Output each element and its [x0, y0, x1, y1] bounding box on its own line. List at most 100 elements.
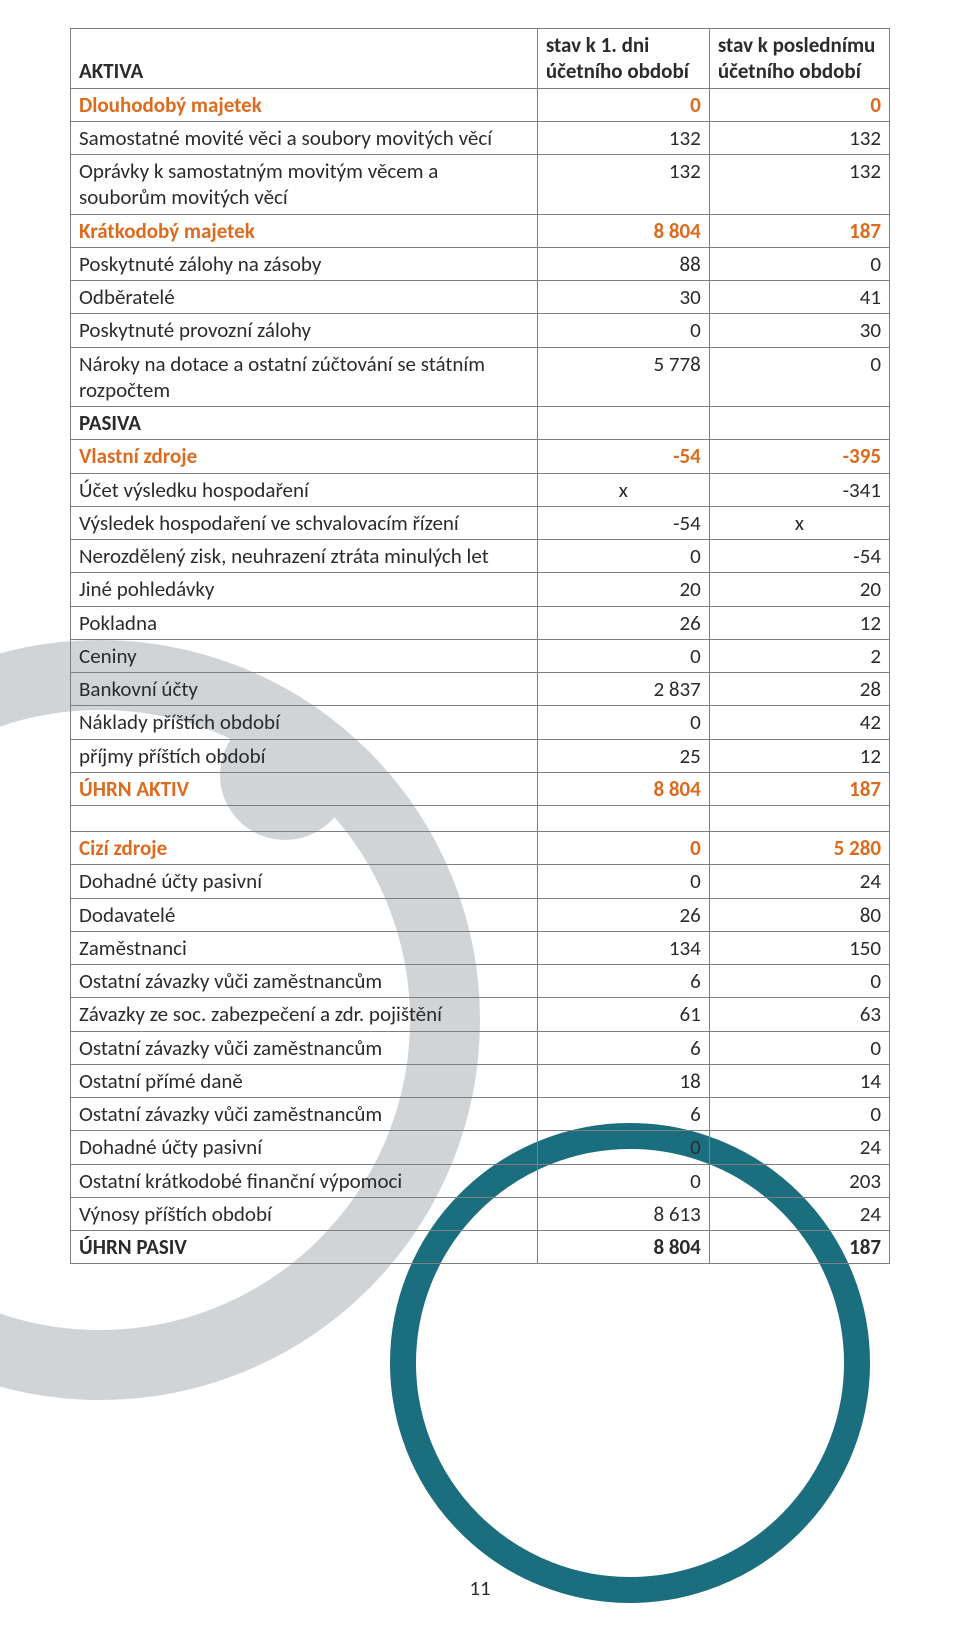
row-label: Bankovní účty	[71, 673, 538, 706]
row-value-2: 12	[709, 606, 889, 639]
row-value-1: -54	[537, 440, 709, 473]
table-row: Vlastní zdroje-54-395	[71, 440, 890, 473]
row-label	[71, 806, 538, 832]
row-value-2: 12	[709, 739, 889, 772]
row-value-2: 0	[709, 965, 889, 998]
header-stav-posledni: stav k poslednímu účetního období	[709, 29, 889, 89]
row-value-2	[709, 407, 889, 440]
row-value-1: 0	[537, 540, 709, 573]
row-label: Samostatné movité věci a soubory movitýc…	[71, 121, 538, 154]
row-value-1: 6	[537, 965, 709, 998]
table-row: příjmy příštích období2512	[71, 739, 890, 772]
row-value-2: 187	[709, 214, 889, 247]
table-header-row: AKTIVA stav k 1. dni účetního období sta…	[71, 29, 890, 89]
row-value-2: 28	[709, 673, 889, 706]
table-row: Dlouhodobý majetek00	[71, 88, 890, 121]
row-value-1: 26	[537, 898, 709, 931]
row-value-1: 6	[537, 1098, 709, 1131]
table-row: ÚHRN AKTIV8 804187	[71, 772, 890, 805]
table-row: Cizí zdroje05 280	[71, 832, 890, 865]
row-value-2: -54	[709, 540, 889, 573]
row-value-1	[537, 806, 709, 832]
row-value-1: 132	[537, 155, 709, 215]
row-value-1: 8 804	[537, 1231, 709, 1264]
row-value-2: 42	[709, 706, 889, 739]
row-label: Dlouhodobý majetek	[71, 88, 538, 121]
row-label: Oprávky k samostatným movitým věcem a so…	[71, 155, 538, 215]
row-label: Poskytnuté provozní zálohy	[71, 314, 538, 347]
table-row: Pokladna2612	[71, 606, 890, 639]
row-label: Ostatní závazky vůči zaměstnancům	[71, 965, 538, 998]
row-label: Ostatní přímé daně	[71, 1064, 538, 1097]
table-row: Nerozdělený zisk, neuhrazení ztráta minu…	[71, 540, 890, 573]
row-label: Dohadné účty pasivní	[71, 1131, 538, 1164]
row-label: Výnosy příštích období	[71, 1197, 538, 1230]
row-value-1: 0	[537, 639, 709, 672]
row-value-2	[709, 806, 889, 832]
table-row: Ostatní závazky vůči zaměstnancům60	[71, 1031, 890, 1064]
table-row: Jiné pohledávky2020	[71, 573, 890, 606]
row-value-1: 0	[537, 1131, 709, 1164]
row-value-2: 132	[709, 155, 889, 215]
row-value-1: 8 804	[537, 772, 709, 805]
table-row: Dohadné účty pasivní024	[71, 1131, 890, 1164]
row-label: Náklady příštích období	[71, 706, 538, 739]
row-value-2: 0	[709, 1098, 889, 1131]
row-value-1: 0	[537, 1164, 709, 1197]
table-row: Nároky na dotace a ostatní zúčtování se …	[71, 347, 890, 407]
row-label: Závazky ze soc. zabezpečení a zdr. pojiš…	[71, 998, 538, 1031]
table-row: Dodavatelé2680	[71, 898, 890, 931]
row-value-1: -54	[537, 506, 709, 539]
table-row: Ostatní závazky vůči zaměstnancům60	[71, 965, 890, 998]
row-value-1: 6	[537, 1031, 709, 1064]
row-value-1: 30	[537, 281, 709, 314]
row-value-2: 0	[709, 1031, 889, 1064]
balance-table: AKTIVA stav k 1. dni účetního období sta…	[70, 28, 890, 1264]
row-value-2: 0	[709, 347, 889, 407]
table-row: Krátkodobý majetek8 804187	[71, 214, 890, 247]
row-label: Účet výsledku hospodaření	[71, 473, 538, 506]
row-value-2: 41	[709, 281, 889, 314]
row-value-1: 26	[537, 606, 709, 639]
row-value-2: 5 280	[709, 832, 889, 865]
row-value-1: 20	[537, 573, 709, 606]
row-label: PASIVA	[71, 407, 538, 440]
table-body: Dlouhodobý majetek00Samostatné movité vě…	[71, 88, 890, 1264]
row-label: Výsledek hospodaření ve schvalovacím říz…	[71, 506, 538, 539]
row-value-2: 63	[709, 998, 889, 1031]
row-value-2: 20	[709, 573, 889, 606]
row-label: Odběratelé	[71, 281, 538, 314]
row-value-1: 0	[537, 706, 709, 739]
header-aktiva: AKTIVA	[71, 29, 538, 89]
table-row: Bankovní účty2 83728	[71, 673, 890, 706]
row-value-2: 132	[709, 121, 889, 154]
table-row	[71, 806, 890, 832]
row-value-2: 187	[709, 1231, 889, 1264]
table-row: PASIVA	[71, 407, 890, 440]
row-value-1: 0	[537, 832, 709, 865]
row-value-2: 80	[709, 898, 889, 931]
row-value-1: 88	[537, 247, 709, 280]
row-value-2: 0	[709, 247, 889, 280]
row-value-2: 14	[709, 1064, 889, 1097]
row-value-1: 0	[537, 314, 709, 347]
row-label: Poskytnuté zálohy na zásoby	[71, 247, 538, 280]
row-label: Pokladna	[71, 606, 538, 639]
row-value-1: 134	[537, 931, 709, 964]
table-row: ÚHRN PASIV8 804187	[71, 1231, 890, 1264]
row-value-1: 8 804	[537, 214, 709, 247]
row-value-2: 30	[709, 314, 889, 347]
row-label: ÚHRN PASIV	[71, 1231, 538, 1264]
row-label: Nerozdělený zisk, neuhrazení ztráta minu…	[71, 540, 538, 573]
row-value-1: 0	[537, 865, 709, 898]
table-row: Zaměstnanci134150	[71, 931, 890, 964]
row-value-2: 2	[709, 639, 889, 672]
row-value-2: -341	[709, 473, 889, 506]
row-value-2: 24	[709, 1197, 889, 1230]
row-label: Vlastní zdroje	[71, 440, 538, 473]
row-label: Ostatní závazky vůči zaměstnancům	[71, 1031, 538, 1064]
row-value-2: 24	[709, 865, 889, 898]
row-label: Dohadné účty pasivní	[71, 865, 538, 898]
table-row: Ostatní závazky vůči zaměstnancům60	[71, 1098, 890, 1131]
row-value-2: 187	[709, 772, 889, 805]
